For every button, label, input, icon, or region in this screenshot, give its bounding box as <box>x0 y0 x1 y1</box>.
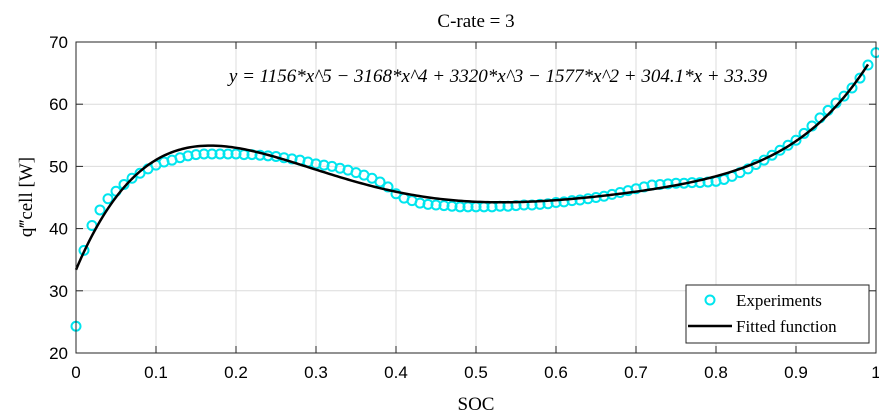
x-tick-label: 1 <box>871 363 879 382</box>
y-tick-label: 60 <box>49 95 68 114</box>
x-tick-label: 0.5 <box>464 363 488 382</box>
x-tick-label: 0 <box>71 363 80 382</box>
fitted-function-line <box>74 63 870 271</box>
x-tick-label: 0.4 <box>384 363 408 382</box>
experiment-point <box>94 204 106 216</box>
legend: Experiments Fitted function <box>685 284 870 344</box>
x-tick-label: 0.9 <box>784 363 808 382</box>
experiment-point <box>846 82 858 94</box>
experiment-point <box>382 181 394 193</box>
experiment-point <box>782 139 794 151</box>
legend-marker-experiments <box>704 294 716 306</box>
experiment-point <box>774 144 786 156</box>
experiment-point <box>854 72 866 84</box>
ticks: 0 0.1 0.2 0.3 0.4 0.5 0.6 0.7 0.8 0.9 1 20 30 40 50 60 7… <box>49 33 879 382</box>
experiment-point <box>790 134 802 146</box>
chart-title: C-rate = 3 <box>437 11 514 32</box>
experiment-point <box>134 167 146 179</box>
equation-annotation: y = 1156*x^5 − 3168*x^4 + 3320*x^3 − 157… <box>227 66 768 87</box>
series-layer <box>70 47 879 332</box>
x-tick-label: 0.1 <box>144 363 168 382</box>
x-tick-label: 0.3 <box>304 363 328 382</box>
legend-label-fitted: Fitted function <box>736 317 837 336</box>
y-tick-label: 50 <box>49 157 68 176</box>
experiment-point <box>838 90 850 102</box>
experiment-point <box>374 176 386 188</box>
experiment-point <box>102 193 114 205</box>
legend-label-experiments: Experiments <box>736 291 822 310</box>
y-tick-label: 70 <box>49 33 68 52</box>
y-tick-label: 20 <box>49 344 68 363</box>
y-axis-label: q‴cell [W] <box>16 157 37 237</box>
experiment-point <box>766 149 778 161</box>
x-tick-label: 0.2 <box>224 363 248 382</box>
x-tick-label: 0.8 <box>704 363 728 382</box>
y-tick-label: 40 <box>49 220 68 239</box>
experiment-point <box>126 172 138 184</box>
x-tick-label: 0.7 <box>624 363 648 382</box>
legend-box <box>685 284 870 344</box>
x-axis-label: SOC <box>458 394 495 414</box>
experiment-point <box>862 59 874 71</box>
experiment-point <box>78 244 90 256</box>
x-tick-label: 0.6 <box>544 363 568 382</box>
y-tick-label: 30 <box>49 282 68 301</box>
